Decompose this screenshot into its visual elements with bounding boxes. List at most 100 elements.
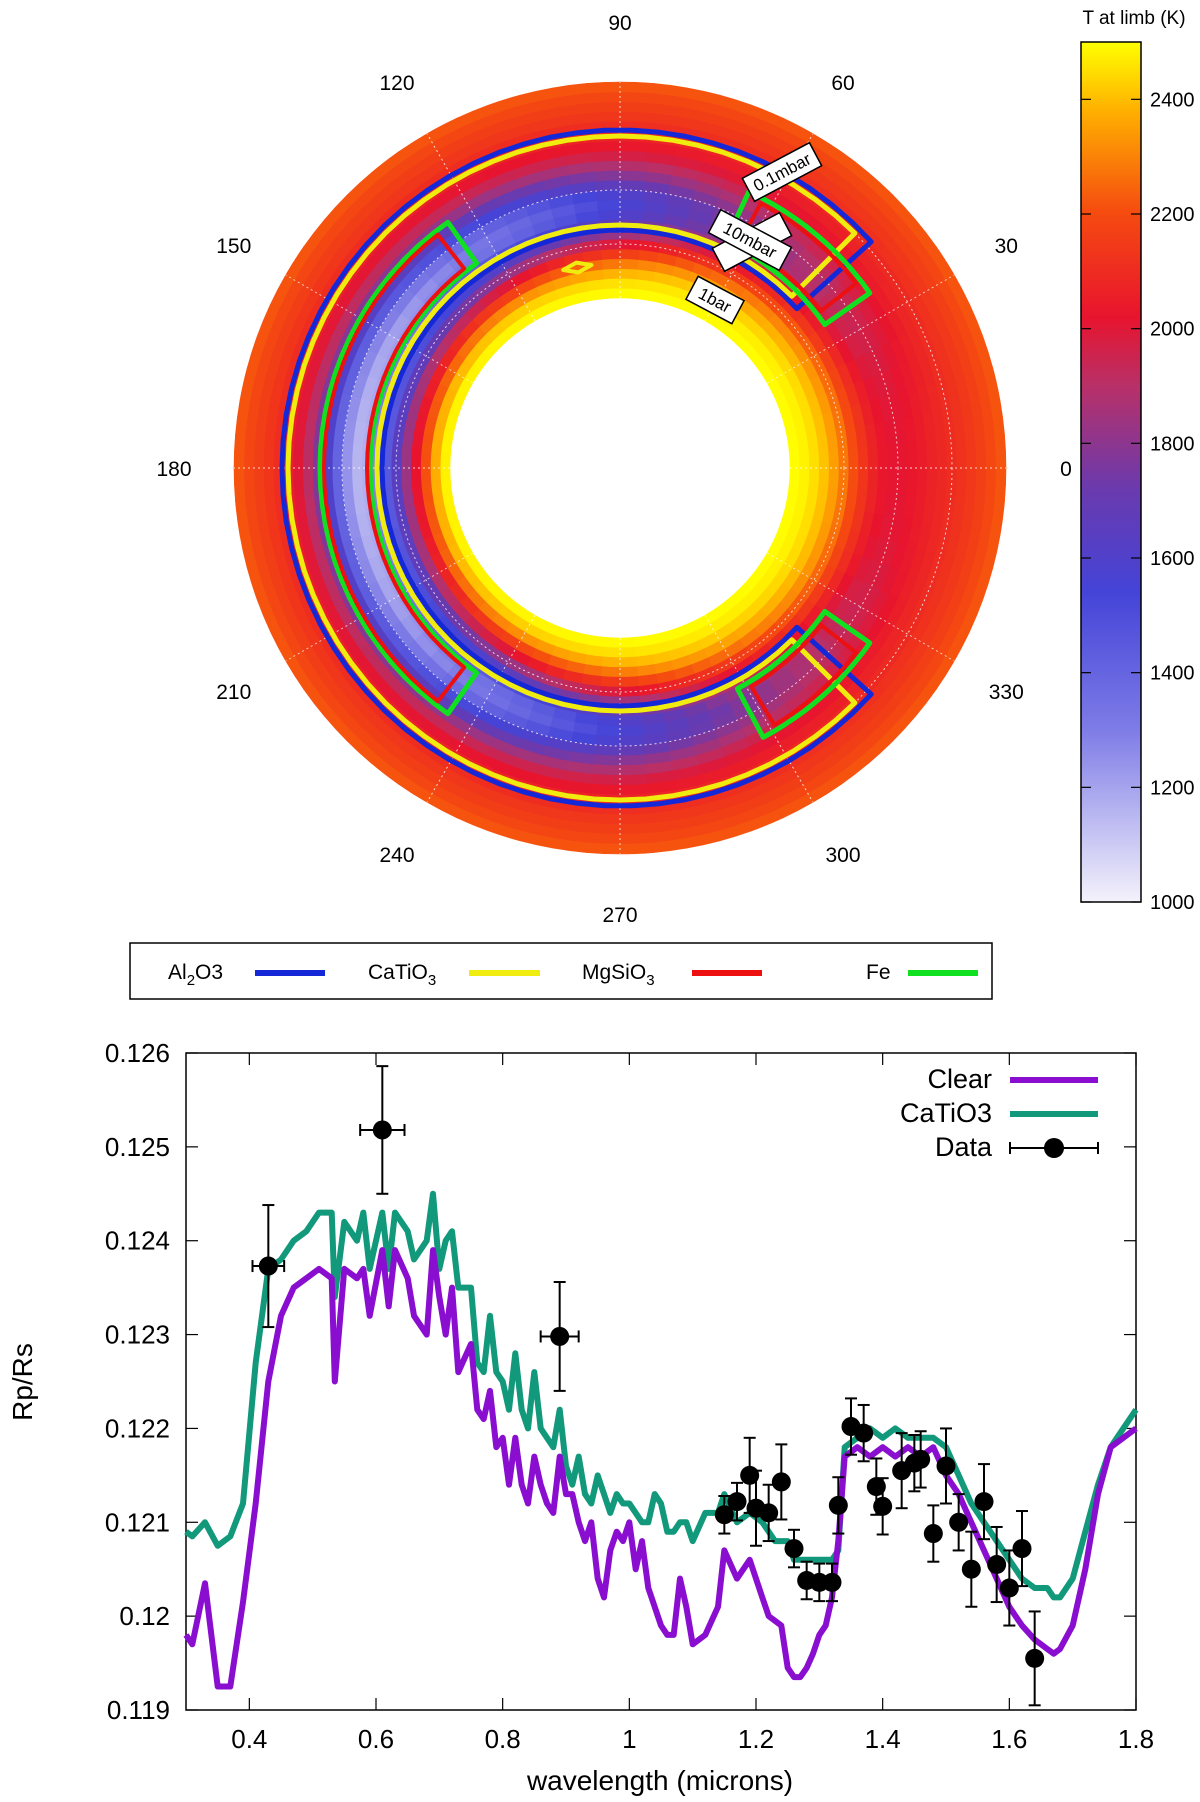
heat-cell bbox=[619, 81, 654, 94]
heat-cell bbox=[302, 440, 315, 469]
heat-cell bbox=[798, 451, 810, 469]
grid-circle bbox=[395, 243, 845, 693]
data-point bbox=[828, 1476, 848, 1535]
heat-cell bbox=[341, 443, 354, 469]
heat-cell bbox=[619, 150, 648, 163]
heat-cell bbox=[604, 287, 621, 299]
heat-cell bbox=[588, 813, 621, 825]
y-tick-label-0.123: 0.123 bbox=[105, 1320, 170, 1350]
heat-cell bbox=[351, 467, 363, 492]
colorbar-ticks: 1000 1200 1400 1600 1800 2000 2200 2400 bbox=[1081, 89, 1195, 914]
angle-label-330: 330 bbox=[989, 681, 1024, 704]
legend-label-catio3: CaTiO3 bbox=[900, 1098, 992, 1128]
data-point bbox=[936, 1427, 956, 1505]
data-point bbox=[873, 1477, 893, 1536]
heat-cell bbox=[619, 734, 645, 747]
angle-label-0: 0 bbox=[1060, 458, 1072, 481]
grid-spoke bbox=[285, 274, 474, 384]
heat-cell bbox=[619, 278, 637, 290]
cloud-contour bbox=[749, 623, 859, 728]
heat-cell bbox=[896, 442, 909, 469]
heat-cell bbox=[916, 440, 928, 469]
heat-cell bbox=[619, 656, 638, 668]
heat-cell bbox=[808, 450, 820, 469]
heat-cell bbox=[955, 437, 968, 469]
heat-cell bbox=[955, 467, 968, 499]
heat-cell bbox=[597, 209, 621, 221]
heat-cell bbox=[400, 448, 412, 469]
heat-cell bbox=[619, 268, 638, 280]
colorbar-bar bbox=[1080, 41, 1142, 903]
heat-cell bbox=[420, 450, 432, 469]
x-tick-label-0.8: 0.8 bbox=[485, 1724, 521, 1754]
heat-cell bbox=[331, 442, 344, 469]
heat-cell bbox=[430, 451, 442, 469]
y-tick-label-0.126: 0.126 bbox=[105, 1038, 170, 1068]
heat-cell bbox=[619, 91, 654, 104]
heat-cell bbox=[600, 676, 621, 688]
data-point bbox=[974, 1463, 994, 1541]
grid-spoke bbox=[426, 614, 536, 803]
data-point bbox=[1025, 1610, 1045, 1707]
heat-cell bbox=[619, 248, 640, 260]
heat-cell bbox=[341, 467, 354, 493]
heat-cell bbox=[253, 467, 266, 501]
heat-cell bbox=[591, 140, 621, 153]
heat-cell bbox=[867, 467, 879, 491]
heat-cell bbox=[619, 676, 640, 688]
heat-cell bbox=[603, 278, 621, 290]
heat-cell bbox=[588, 111, 621, 123]
pressure-labels: 0.1mbar 10mbar 1bar bbox=[684, 141, 823, 325]
heat-cell bbox=[619, 754, 647, 766]
heat-cell bbox=[410, 449, 422, 469]
heat-cell bbox=[925, 440, 938, 469]
svg-text:CaTiO3: CaTiO3 bbox=[368, 961, 436, 989]
heat-cell bbox=[596, 725, 621, 737]
cloud-contours bbox=[279, 127, 874, 809]
cloud-contour bbox=[734, 608, 873, 740]
heat-cell bbox=[798, 467, 810, 485]
heat-cell bbox=[619, 646, 637, 658]
heat-cell bbox=[410, 467, 422, 487]
angle-label-150: 150 bbox=[216, 235, 251, 258]
data-point bbox=[822, 1562, 842, 1603]
heat-cell bbox=[587, 101, 621, 114]
cloud-contour bbox=[279, 127, 874, 809]
heat-cell bbox=[594, 179, 621, 192]
heat-cell bbox=[857, 467, 869, 490]
heat-cell bbox=[596, 199, 621, 211]
data-point bbox=[949, 1493, 969, 1552]
heat-cell bbox=[994, 434, 1007, 469]
transmission-spectrum-plot: 0.4 0.6 0.8 1 1.2 1.4 1.6 1.8 0.1190.120.1210.1… bbox=[7, 1038, 1154, 1796]
heat-cell bbox=[602, 268, 621, 280]
svg-text:MgSiO3: MgSiO3 bbox=[582, 961, 655, 989]
data-point bbox=[714, 1495, 734, 1535]
legend-marker-data bbox=[1009, 1138, 1099, 1158]
colorbar-label: T at limb (K) bbox=[1082, 8, 1185, 29]
heat-cell bbox=[847, 446, 860, 469]
heat-cell bbox=[619, 160, 648, 172]
plot-frame bbox=[185, 1052, 1137, 1711]
heat-cell bbox=[965, 467, 977, 500]
heat-cell bbox=[601, 258, 621, 270]
heat-cell bbox=[818, 449, 830, 469]
y-tick-label-0.119: 0.119 bbox=[107, 1695, 170, 1725]
heat-cell bbox=[994, 467, 1007, 502]
heat-cell bbox=[587, 822, 621, 835]
heat-cell bbox=[619, 637, 636, 649]
svg-text:Al2O3: Al2O3 bbox=[168, 961, 223, 989]
heat-cell bbox=[619, 666, 639, 678]
angle-label-240: 240 bbox=[379, 844, 414, 867]
grid-spoke bbox=[285, 552, 474, 662]
heat-cell bbox=[601, 666, 621, 678]
heat-cell bbox=[591, 783, 621, 796]
series-lines bbox=[183, 1190, 1139, 1690]
heat-cell bbox=[592, 150, 621, 163]
data-point bbox=[961, 1530, 981, 1608]
heat-cell bbox=[916, 467, 928, 496]
grid-spoke bbox=[766, 552, 955, 662]
heat-cell bbox=[619, 832, 654, 845]
heat-cell bbox=[586, 832, 621, 845]
angle-label-300: 300 bbox=[825, 844, 860, 867]
angle-label-210: 210 bbox=[216, 681, 251, 704]
